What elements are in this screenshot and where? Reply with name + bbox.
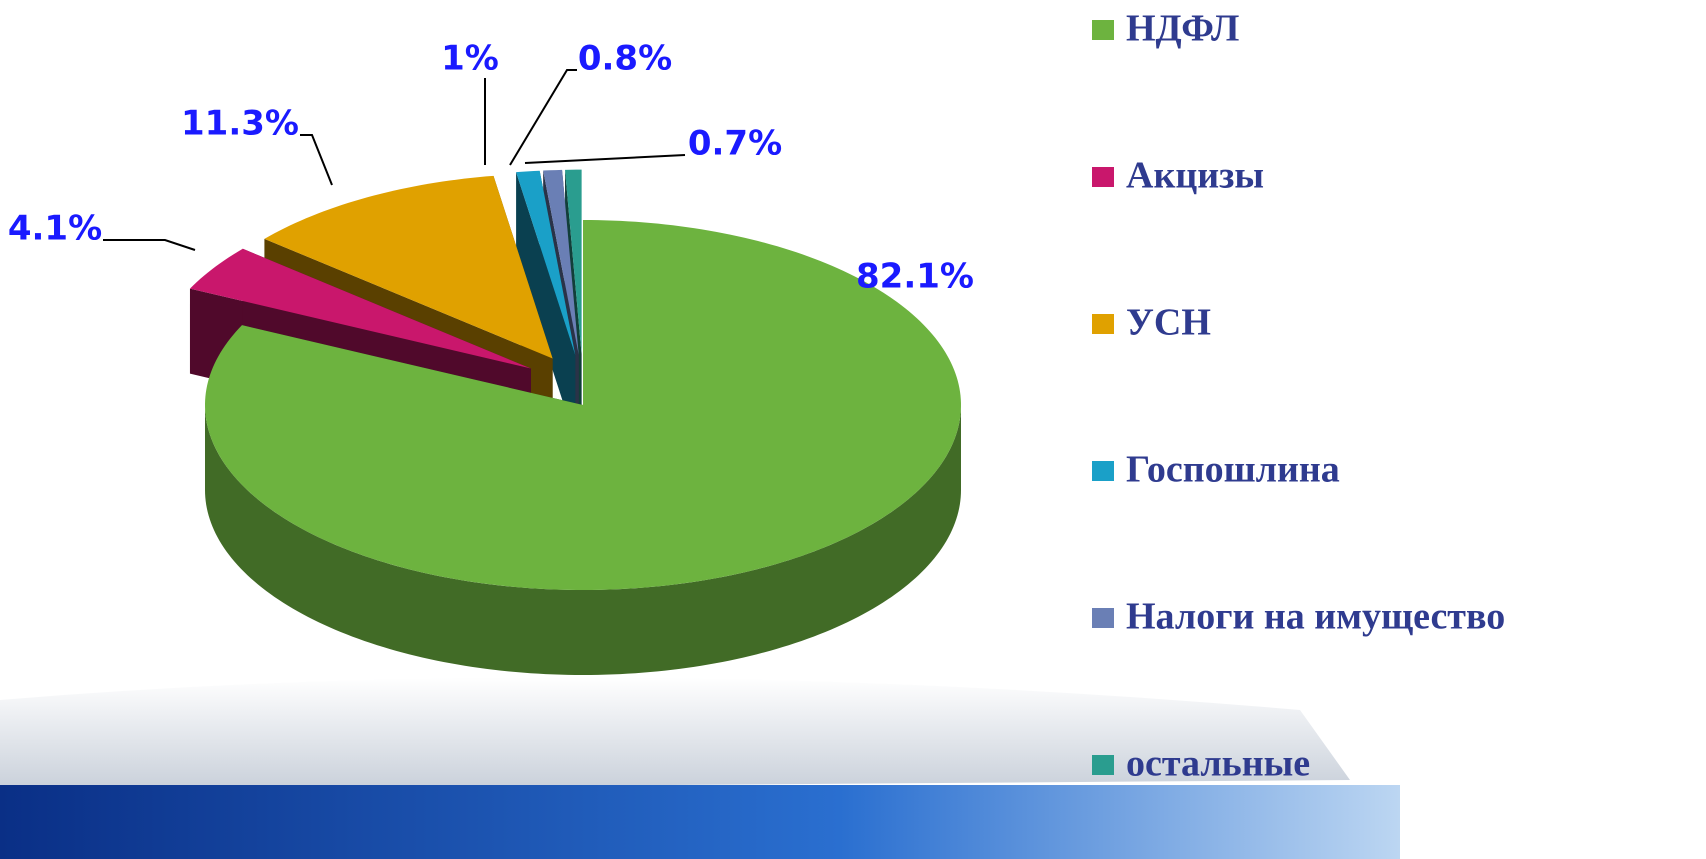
slice-top [189, 248, 531, 369]
slice-wall [205, 405, 961, 675]
slice-top [543, 169, 579, 355]
slice-top [205, 220, 961, 590]
legend-label: УСН [1126, 302, 1211, 344]
leader-line [300, 134, 333, 186]
data-label: 0.8% [578, 39, 672, 79]
data-labels: 82.1% 4.1% 11.3% 1% 0.8% 0.7% [8, 39, 974, 297]
leader-line [524, 154, 686, 164]
slice-top [264, 175, 553, 359]
legend-swatch [1092, 608, 1114, 628]
background-book [0, 677, 1350, 790]
legend-swatch [1092, 167, 1114, 187]
pie [189, 169, 961, 675]
legend: НДФЛ Акцизы УСН Госпошлина Налоги на имущест… [1092, 8, 1505, 785]
legend-swatch [1092, 314, 1114, 334]
slice [205, 220, 961, 675]
legend-label: остальные [1126, 743, 1310, 785]
slice-top [516, 170, 576, 355]
background-band [0, 785, 1400, 859]
data-label: 0.7% [688, 124, 782, 164]
legend-label: НДФЛ [1126, 8, 1239, 50]
legend-swatch [1092, 20, 1114, 40]
legend-swatch [1092, 461, 1114, 481]
slice-side [516, 172, 576, 440]
legend-label: Акцизы [1126, 155, 1264, 197]
data-label: 4.1% [8, 209, 102, 249]
slice-top [565, 169, 582, 355]
legend-label: Госпошлина [1126, 449, 1340, 491]
data-label: 1% [441, 39, 499, 79]
legend-swatch [1092, 755, 1114, 775]
data-label: 11.3% [181, 104, 299, 144]
leader-line [103, 239, 196, 251]
slice [516, 170, 576, 440]
data-label: 82.1% [856, 257, 974, 297]
leader-line [509, 69, 577, 166]
legend-label: Налоги на имущество [1126, 596, 1505, 638]
